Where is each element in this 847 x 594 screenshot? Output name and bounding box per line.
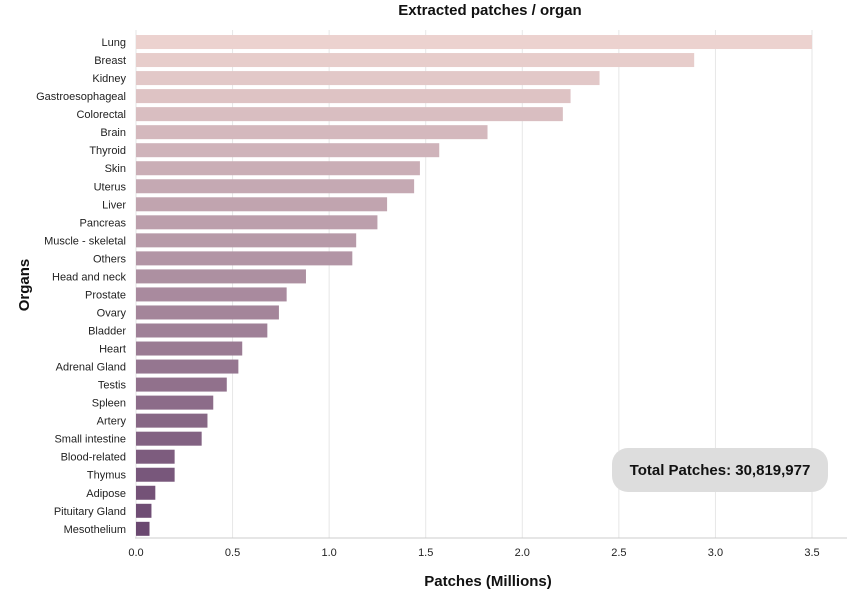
category-label: Adrenal Gland bbox=[56, 362, 126, 374]
category-label: Testis bbox=[98, 380, 127, 392]
x-tick-label: 3.5 bbox=[804, 547, 819, 559]
bar bbox=[136, 35, 812, 50]
category-label: Pancreas bbox=[80, 217, 127, 229]
category-label: Colorectal bbox=[76, 109, 126, 121]
chart-title: Extracted patches / organ bbox=[398, 2, 581, 19]
x-tick-label: 1.0 bbox=[321, 547, 336, 559]
bar bbox=[136, 53, 695, 68]
x-tick-label: 1.5 bbox=[418, 547, 433, 559]
category-label: Lung bbox=[102, 37, 126, 49]
x-tick-label: 0.5 bbox=[225, 547, 240, 559]
category-label: Uterus bbox=[94, 181, 127, 193]
bar bbox=[136, 449, 175, 464]
category-label: Blood-related bbox=[61, 452, 126, 464]
bar bbox=[136, 125, 488, 140]
bars bbox=[136, 35, 812, 536]
category-label: Brain bbox=[100, 127, 126, 139]
bar bbox=[136, 521, 150, 536]
bar bbox=[136, 143, 440, 158]
x-tick-label: 0.0 bbox=[128, 547, 143, 559]
bar bbox=[136, 395, 214, 410]
category-labels: Lung Breast Kidney Gastroesophageal Colorect… bbox=[36, 37, 126, 536]
x-axis-label: Patches (Millions) bbox=[424, 573, 552, 590]
category-label: Breast bbox=[94, 55, 126, 67]
bar bbox=[136, 287, 287, 302]
bar bbox=[136, 503, 152, 518]
category-label: Mesothelium bbox=[64, 524, 126, 536]
bar bbox=[136, 269, 306, 284]
bar bbox=[136, 251, 353, 266]
bar bbox=[136, 359, 239, 374]
bar bbox=[136, 215, 378, 230]
category-label: Pituitary Gland bbox=[54, 506, 126, 518]
bar bbox=[136, 233, 357, 248]
category-label: Small intestine bbox=[54, 434, 126, 446]
category-label: Muscle - skeletal bbox=[44, 235, 126, 247]
category-label: Heart bbox=[99, 344, 126, 356]
category-label: Thyroid bbox=[89, 145, 126, 157]
bar bbox=[136, 197, 388, 212]
bar bbox=[136, 89, 571, 104]
x-tick-label: 3.0 bbox=[708, 547, 723, 559]
bar bbox=[136, 431, 202, 446]
category-label: Others bbox=[93, 253, 127, 265]
bar bbox=[136, 161, 420, 176]
category-label: Prostate bbox=[85, 289, 126, 301]
x-tick-label: 2.0 bbox=[515, 547, 530, 559]
category-label: Artery bbox=[97, 416, 127, 428]
category-label: Kidney bbox=[92, 73, 126, 85]
bar bbox=[136, 377, 227, 392]
bar bbox=[136, 71, 600, 86]
bar bbox=[136, 179, 415, 194]
bar bbox=[136, 305, 279, 320]
category-label: Skin bbox=[105, 163, 126, 175]
category-label: Liver bbox=[102, 199, 126, 211]
x-tick-labels: 0.0 0.5 1.0 1.5 2.0 2.5 3.0 3.5 bbox=[128, 547, 819, 559]
bar bbox=[136, 485, 156, 500]
y-axis-label: Organs bbox=[16, 259, 33, 312]
total-patches-badge: Total Patches: 30,819,977 bbox=[612, 448, 828, 492]
category-label: Adipose bbox=[86, 488, 126, 500]
bar bbox=[136, 341, 243, 356]
bar bbox=[136, 107, 563, 122]
bar bbox=[136, 467, 175, 482]
category-label: Spleen bbox=[92, 398, 126, 410]
category-label: Bladder bbox=[88, 325, 126, 337]
x-tick-label: 2.5 bbox=[611, 547, 626, 559]
category-label: Ovary bbox=[97, 307, 127, 319]
category-label: Head and neck bbox=[52, 271, 126, 283]
category-label: Thymus bbox=[87, 470, 127, 482]
bar bbox=[136, 413, 208, 428]
category-label: Gastroesophageal bbox=[36, 91, 126, 103]
bar bbox=[136, 323, 268, 338]
